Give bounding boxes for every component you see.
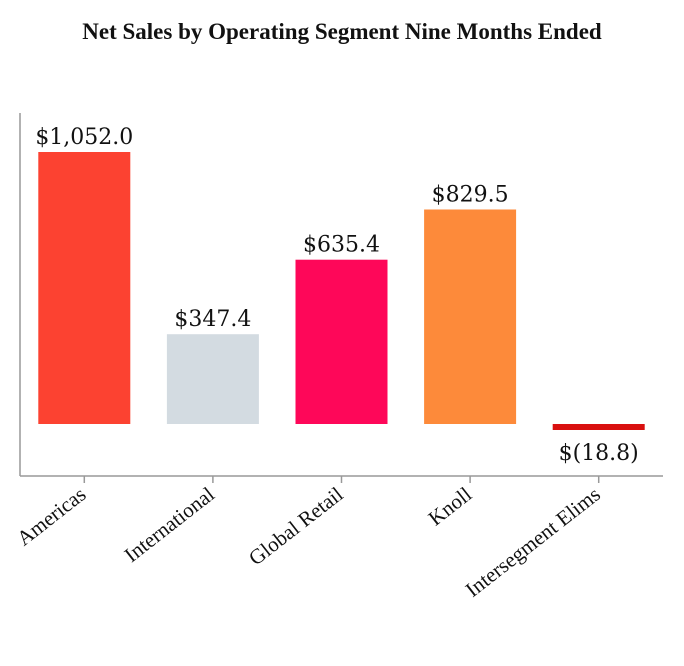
bar-international [166,334,259,424]
bar-intersegment-elims [552,424,645,430]
x-tick-label-international: International [120,482,219,567]
x-tick-label-knoll: Knoll [424,482,477,530]
chart-title: Net Sales by Operating Segment Nine Mont… [82,19,602,44]
x-tick-label-americas: Americas [12,482,90,550]
data-label-americas: $1,052.0 [35,125,133,150]
data-label-international: $347.4 [174,307,251,332]
x-tick-label-intersegment-elims: Intersegment Elims [461,482,605,602]
data-label-knoll: $829.5 [432,183,509,208]
bar-americas [38,152,131,424]
x-tick-label-global-retail: Global Retail [244,482,348,570]
bar-global-retail [295,259,388,424]
data-label-global-retail: $635.4 [303,233,380,258]
bar-knoll [424,209,517,424]
data-label-intersegment-elims: $(18.8) [559,441,639,466]
